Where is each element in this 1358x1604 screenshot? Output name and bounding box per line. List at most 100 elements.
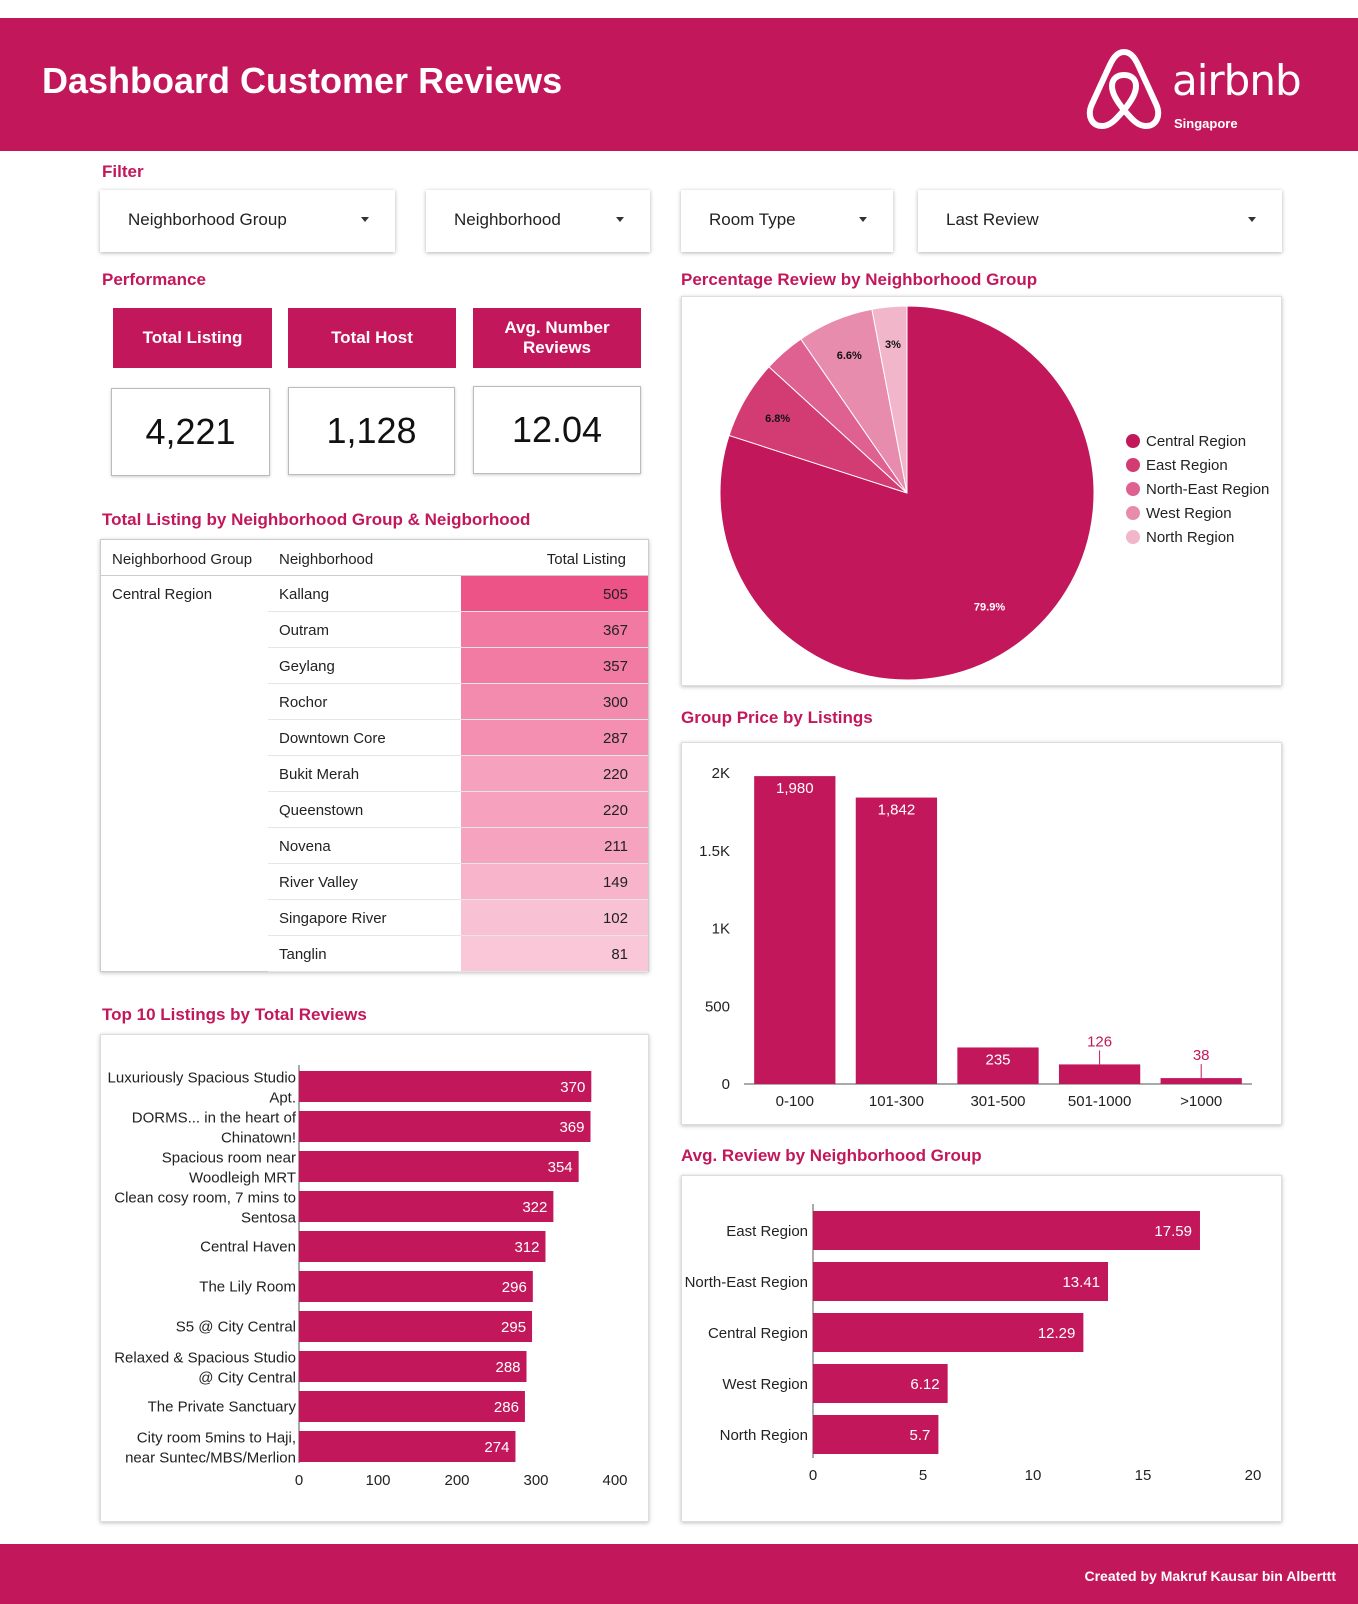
listing-bar[interactable] [299, 1191, 554, 1222]
group-cell: Central Region [112, 586, 213, 603]
legend-label[interactable]: North Region [1146, 529, 1234, 546]
table-row[interactable]: River Valley 149 [268, 864, 648, 900]
column-header[interactable]: Neighborhood [279, 551, 374, 568]
listing-bar[interactable] [299, 1391, 525, 1422]
total-listing-cell: 505 [461, 576, 648, 611]
listing-bar[interactable] [299, 1071, 592, 1102]
neighborhood-dropdown[interactable]: Neighborhood [426, 190, 650, 252]
listing-bar[interactable] [299, 1351, 527, 1382]
listing-bar[interactable] [299, 1271, 533, 1302]
legend-label[interactable]: West Region [1146, 505, 1232, 522]
kpi-label-total-host: Total Host [288, 308, 456, 368]
total-listing-value: 287 [602, 730, 628, 747]
neighborhood-cell: Rochor [279, 694, 328, 711]
price-bar[interactable] [754, 776, 836, 1084]
bar-data-label: 312 [514, 1239, 539, 1256]
room-type-dropdown[interactable]: Room Type [681, 190, 893, 252]
last-review-dropdown[interactable]: Last Review [918, 190, 1282, 252]
column-header[interactable]: Total Listing [546, 551, 626, 568]
region-bar[interactable] [813, 1415, 939, 1454]
total-listing-cell: 357 [461, 648, 648, 683]
pie-chart-title: Percentage Review by Neighborhood Group [681, 270, 1038, 289]
table-row[interactable]: Kallang 505 [268, 576, 648, 612]
caret-down-icon [1248, 217, 1256, 222]
total-listing-value: 220 [602, 802, 628, 819]
table-row[interactable]: Outram 367 [268, 612, 648, 648]
legend-swatch [1126, 458, 1140, 472]
bar-data-label: 12.29 [1038, 1325, 1076, 1342]
neighborhood-cell: Downtown Core [279, 730, 386, 747]
total-listing-cell: 220 [461, 756, 648, 791]
legend-label[interactable]: North-East Region [1146, 481, 1269, 498]
table-row[interactable]: Singapore River 102 [268, 900, 648, 936]
price-bar[interactable] [1058, 1064, 1141, 1084]
legend-label[interactable]: East Region [1146, 457, 1228, 474]
pie-data-label: 6.6% [837, 350, 862, 362]
bar-data-label: 1,980 [776, 780, 814, 797]
x-tick-label: 100 [365, 1472, 390, 1489]
total-listing-value: 102 [602, 910, 628, 927]
price-bar[interactable] [855, 797, 938, 1084]
pie-slice[interactable] [871, 305, 908, 494]
bar-data-label: 5.7 [910, 1427, 931, 1444]
x-tick-label: 10 [1025, 1467, 1042, 1484]
listing-bar[interactable] [299, 1151, 579, 1182]
price-bar[interactable] [957, 1047, 1039, 1084]
y-tick-label: 0 [722, 1076, 730, 1093]
x-tick-label: 20 [1245, 1467, 1262, 1484]
total-listing-cell: 149 [461, 864, 648, 899]
listing-bar[interactable] [299, 1311, 533, 1342]
bar-data-label: 295 [501, 1319, 526, 1336]
table-row[interactable]: Bukit Merah 220 [268, 756, 648, 792]
column-header[interactable]: Neighborhood Group [112, 551, 253, 568]
caret-down-icon [616, 217, 624, 222]
region-bar[interactable] [813, 1262, 1109, 1301]
category-label: DORMS... in the heart of [132, 1110, 297, 1127]
table-row[interactable]: Rochor 300 [268, 684, 648, 720]
neighborhood-cell: River Valley [279, 874, 358, 891]
price-bar[interactable] [1160, 1078, 1242, 1084]
total-listing-value: 300 [602, 694, 628, 711]
x-tick-label: 300 [523, 1472, 548, 1489]
table-row[interactable]: Downtown Core 287 [268, 720, 648, 756]
category-label: The Lily Room [199, 1279, 296, 1296]
legend-label[interactable]: Central Region [1146, 433, 1246, 450]
neighborhood-cell: Outram [279, 622, 330, 639]
x-tick-label: 200 [444, 1472, 469, 1489]
bar-data-label: 296 [502, 1279, 527, 1296]
x-tick-label: 0 [295, 1472, 303, 1489]
performance-title: Performance [102, 270, 206, 289]
x-tick-label: 301-500 [970, 1093, 1025, 1110]
neighborhood-group-dropdown[interactable]: Neighborhood Group [100, 190, 395, 252]
x-tick-label: 101-300 [869, 1093, 924, 1110]
kpi-value-avg-reviews: 12.04 [473, 386, 641, 474]
x-tick-label: 5 [919, 1467, 927, 1484]
pie-chart-card: 79.9% 6.8% 6.6% 3% Central Region East Region… [681, 296, 1282, 686]
filter-title: Filter [102, 162, 144, 181]
category-label: Apt. [269, 1090, 296, 1107]
category-label: West Region [722, 1376, 808, 1393]
region-bar[interactable] [813, 1313, 1084, 1352]
x-tick-label: 0-100 [776, 1093, 814, 1110]
table-row[interactable]: Geylang 357 [268, 648, 648, 684]
listing-bar[interactable] [299, 1231, 546, 1262]
legend-swatch [1126, 482, 1140, 496]
neighborhood-cell: Bukit Merah [279, 766, 360, 783]
avg-chart-card: 17.59 East Region 13.41 North-East Region 12… [681, 1175, 1282, 1522]
total-listing-cell: 211 [461, 828, 648, 863]
table-row[interactable]: Queenstown 220 [268, 792, 648, 828]
listing-bar[interactable] [299, 1111, 591, 1142]
region-bar[interactable] [813, 1364, 948, 1403]
category-label: Relaxed & Spacious Studio [114, 1350, 296, 1367]
region-bar[interactable] [813, 1211, 1200, 1250]
category-label: Spacious room near [162, 1150, 296, 1167]
listing-bar[interactable] [299, 1431, 516, 1462]
footer-credit: Created by Makruf Kausar bin Alberttt [1084, 1568, 1336, 1584]
table-row[interactable]: Novena 211 [268, 828, 648, 864]
table-row[interactable]: Tanglin 81 [268, 936, 648, 972]
kpi-label-total-listing: Total Listing [113, 308, 272, 368]
bar-data-label: 369 [559, 1119, 584, 1136]
bar-data-label: 288 [495, 1359, 520, 1376]
listing-table: Neighborhood Group Neighborhood Total Li… [100, 539, 649, 972]
category-label: near Suntec/MBS/Merlion [125, 1450, 296, 1467]
